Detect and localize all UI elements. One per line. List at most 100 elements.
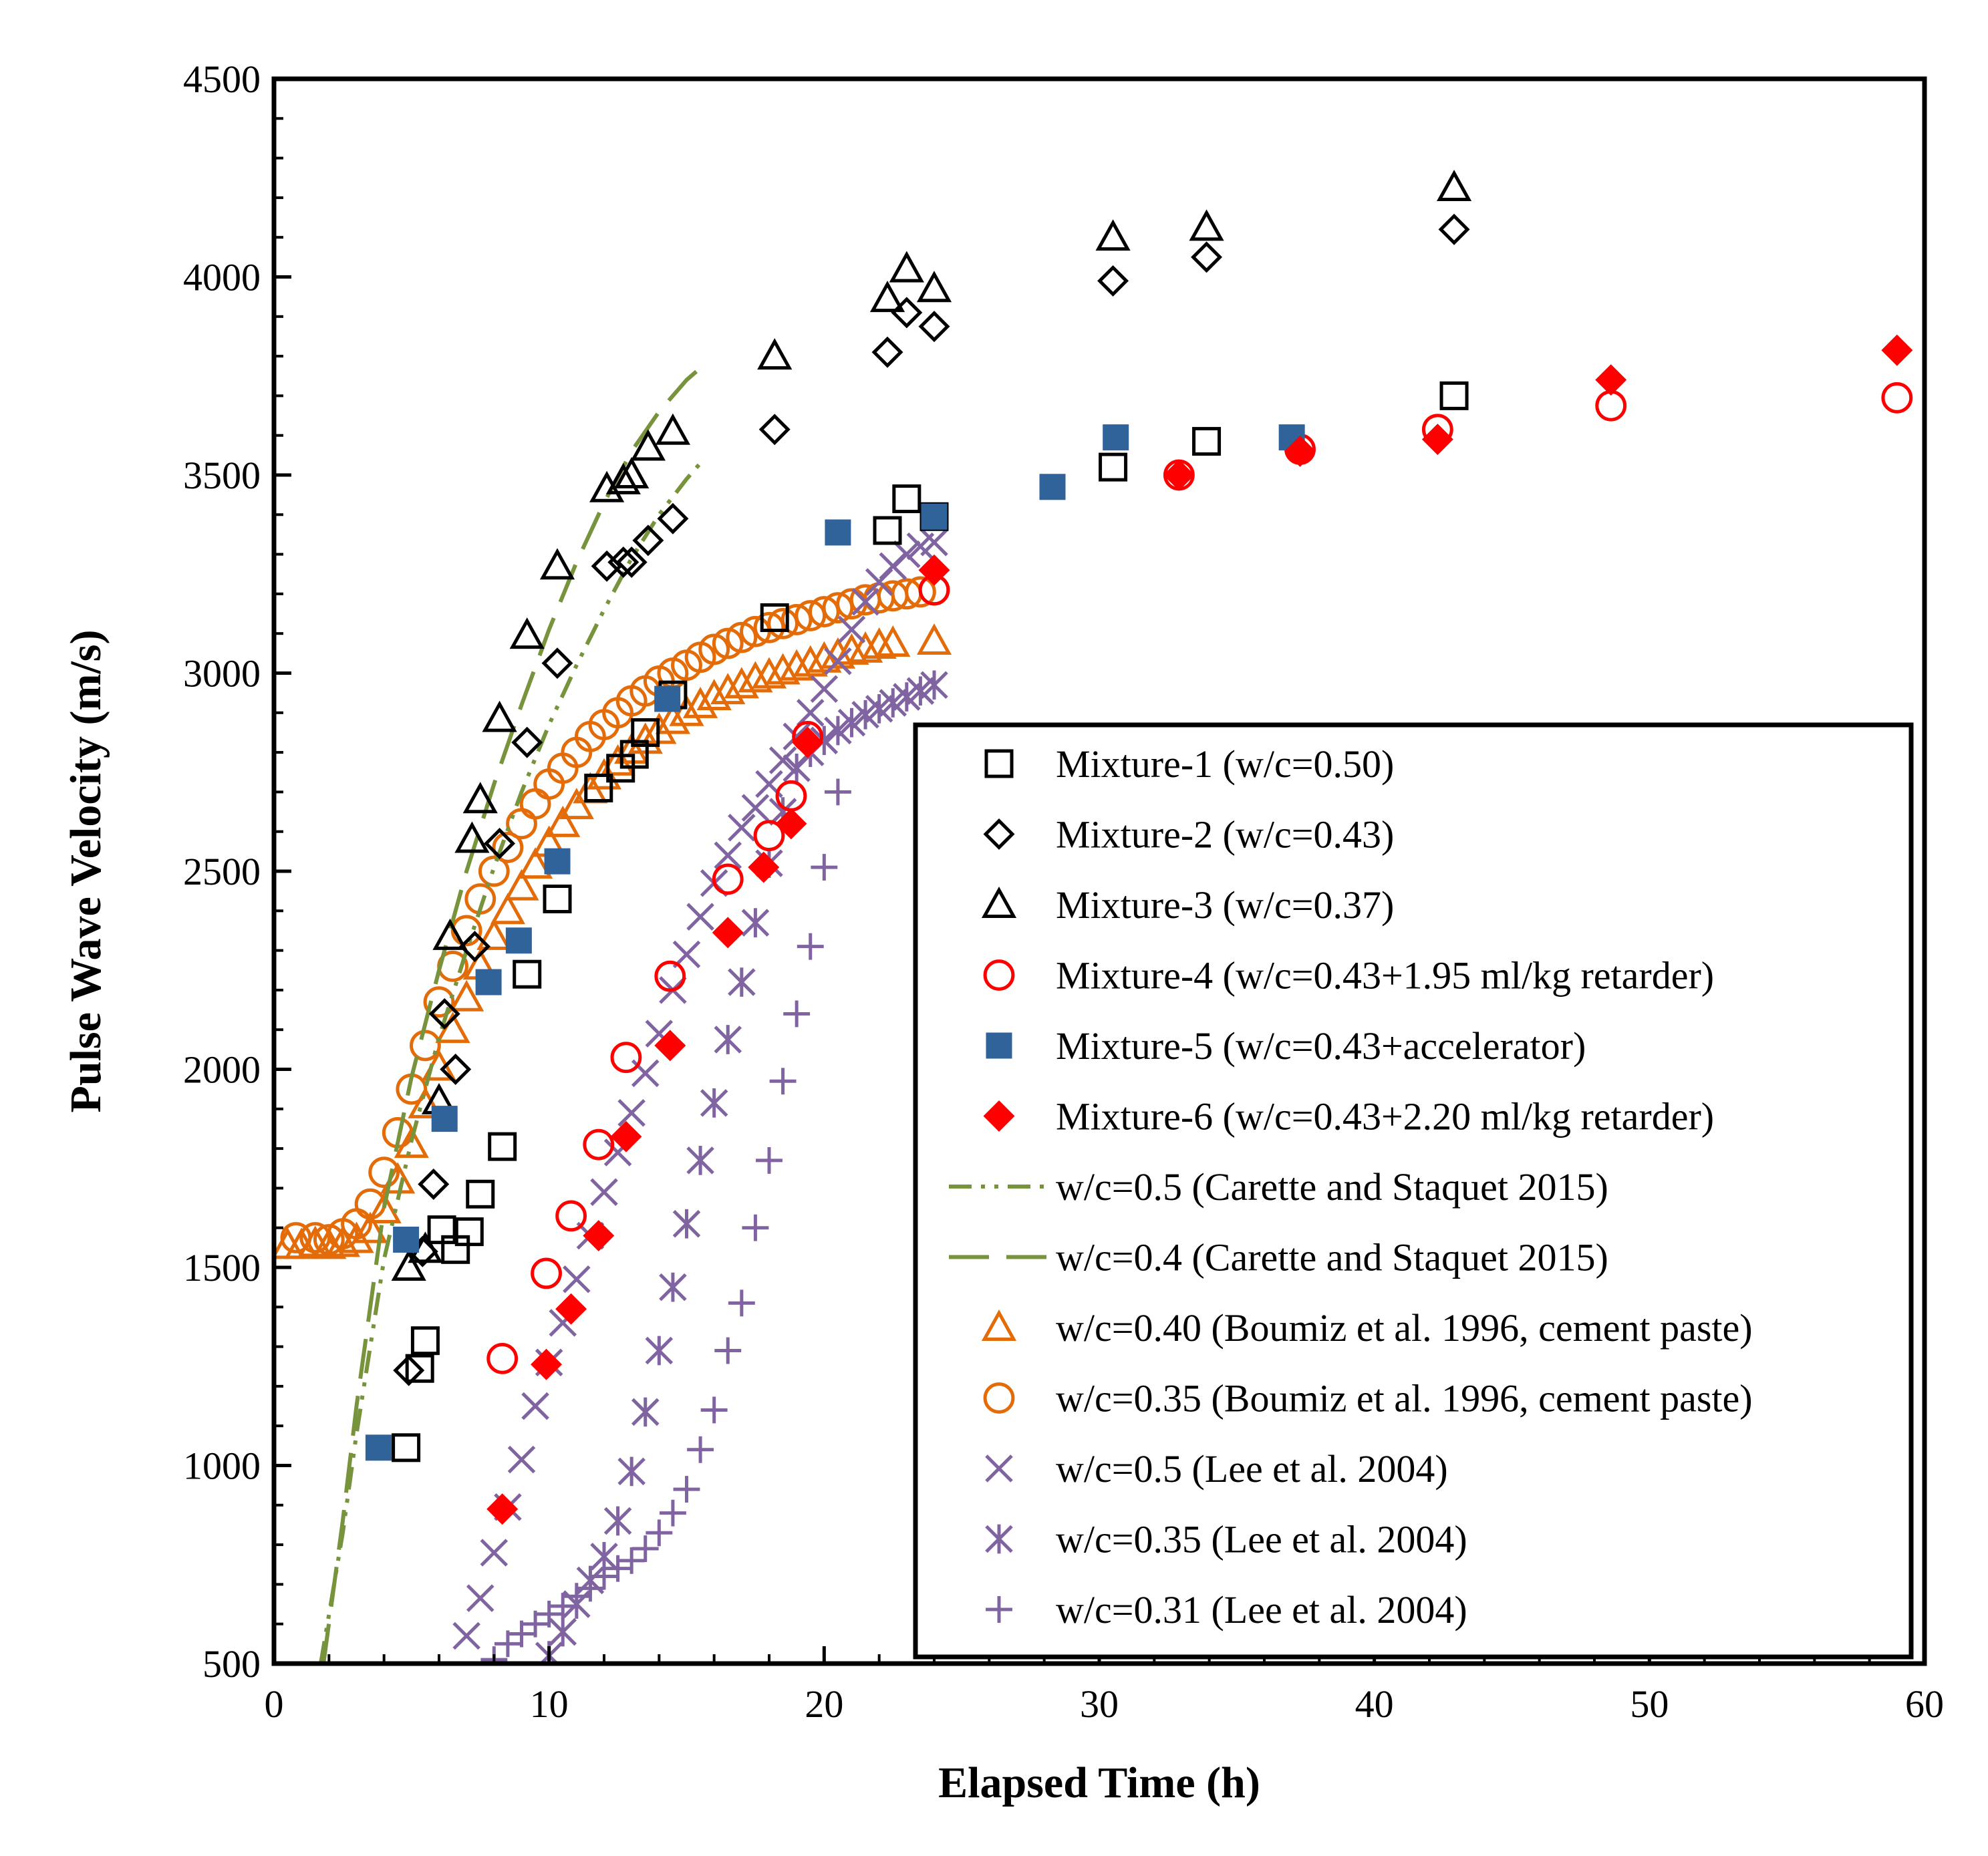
legend-label: Mixture-2 (w/c=0.43)	[1056, 813, 1394, 857]
data-point	[454, 1217, 484, 1247]
legend-marker	[985, 1524, 1013, 1554]
data-point	[459, 931, 491, 963]
legend-item: Mixture-3 (w/c=0.37)	[981, 883, 1394, 927]
x-tick-label: 0	[265, 1682, 284, 1726]
data-point	[522, 1610, 549, 1638]
series-12	[480, 778, 851, 1664]
data-point	[394, 1126, 429, 1158]
data-point	[630, 429, 666, 461]
data-point	[583, 1220, 615, 1252]
y-tick-label: 3500	[183, 454, 261, 497]
series-line	[321, 366, 702, 1664]
data-point	[793, 645, 828, 677]
legend-label: w/c=0.4 (Carette and Staquet 2015)	[1056, 1236, 1608, 1279]
data-point	[712, 917, 744, 949]
data-point	[738, 661, 773, 693]
data-point	[513, 959, 542, 989]
legend-label: Mixture-5 (w/c=0.43+accelerator)	[1056, 1024, 1586, 1068]
data-point	[767, 607, 799, 639]
data-point	[726, 621, 758, 653]
data-point	[1881, 334, 1913, 366]
x-tick-label: 50	[1630, 1682, 1669, 1726]
data-point	[614, 732, 650, 764]
data-point	[918, 554, 950, 586]
data-point	[837, 708, 866, 738]
series-11	[535, 670, 948, 1664]
data-point	[1192, 427, 1222, 456]
data-point	[431, 1106, 458, 1132]
legend-item: w/c=0.40 (Boumiz et al. 1996, cement pas…	[981, 1306, 1753, 1350]
data-point	[1438, 213, 1470, 245]
data-point	[889, 251, 924, 283]
legend-label: Mixture-6 (w/c=0.43+2.20 ml/kg retarder)	[1056, 1095, 1714, 1138]
data-point	[916, 271, 952, 303]
data-point	[543, 885, 572, 914]
data-point	[775, 808, 807, 840]
data-point	[1421, 424, 1453, 456]
data-point	[539, 548, 575, 580]
data-point	[824, 778, 851, 806]
data-point	[619, 740, 649, 769]
data-point	[748, 851, 780, 883]
data-point	[607, 546, 640, 578]
legend: Mixture-1 (w/c=0.50) Mixture-2 (w/c=0.43)…	[913, 722, 1914, 1660]
data-point	[893, 682, 921, 712]
data-point	[494, 1630, 521, 1658]
legend-item: Mixture-6 (w/c=0.43+2.20 ml/kg retarder)	[983, 1095, 1714, 1138]
series-1	[393, 213, 1470, 1386]
series-layer	[274, 170, 1913, 1664]
data-point	[486, 1493, 519, 1525]
data-point	[490, 893, 526, 925]
data-point	[486, 1342, 519, 1374]
data-point	[507, 1445, 536, 1474]
data-point	[531, 1257, 562, 1289]
data-point	[482, 700, 517, 732]
data-point	[916, 623, 952, 655]
data-point	[631, 718, 660, 747]
data-point	[687, 1436, 714, 1463]
x-tick-label: 10	[530, 1682, 569, 1726]
legend-marker	[981, 887, 1017, 918]
data-point	[631, 1397, 660, 1427]
data-point	[797, 933, 824, 960]
data-point	[509, 617, 545, 649]
y-axis-title: Pulse Wave Velocity (m/s)	[61, 630, 110, 1113]
data-point	[508, 1620, 535, 1648]
data-point	[728, 967, 756, 997]
legend-label: w/c=0.31 (Lee et al. 2004)	[1056, 1588, 1467, 1632]
data-point	[368, 1156, 400, 1189]
data-point	[768, 746, 797, 774]
data-point	[632, 524, 664, 557]
data-point	[724, 667, 759, 699]
data-point	[686, 903, 714, 931]
data-point	[418, 1168, 450, 1200]
data-point	[700, 1088, 728, 1118]
legend-label: Mixture-1 (w/c=0.50)	[1056, 742, 1394, 786]
data-point	[824, 647, 852, 675]
data-point	[559, 788, 594, 820]
data-point	[563, 1583, 590, 1610]
y-tick-label: 2500	[183, 850, 261, 893]
data-point	[869, 281, 905, 313]
data-point	[807, 641, 842, 673]
legend-box	[913, 722, 1914, 1660]
series-4	[365, 424, 1305, 1461]
data-point	[710, 673, 746, 705]
data-point	[751, 657, 787, 689]
data-point	[610, 1120, 642, 1152]
legend-item: w/c=0.4 (Carette and Staquet 2015)	[949, 1236, 1608, 1279]
data-point	[450, 915, 482, 947]
data-point	[810, 675, 839, 703]
data-point	[875, 625, 911, 657]
data-point	[392, 1433, 421, 1462]
legend-item: w/c=0.31 (Lee et al. 2004)	[986, 1588, 1467, 1632]
data-point	[873, 516, 902, 545]
data-point	[618, 1547, 646, 1574]
x-tick-label: 30	[1080, 1682, 1119, 1726]
data-point	[505, 927, 532, 954]
data-point	[1881, 381, 1913, 414]
legend-item: w/c=0.5 (Carette and Staquet 2015)	[949, 1165, 1608, 1209]
data-point	[822, 592, 854, 624]
legend-marker	[983, 1382, 1015, 1414]
